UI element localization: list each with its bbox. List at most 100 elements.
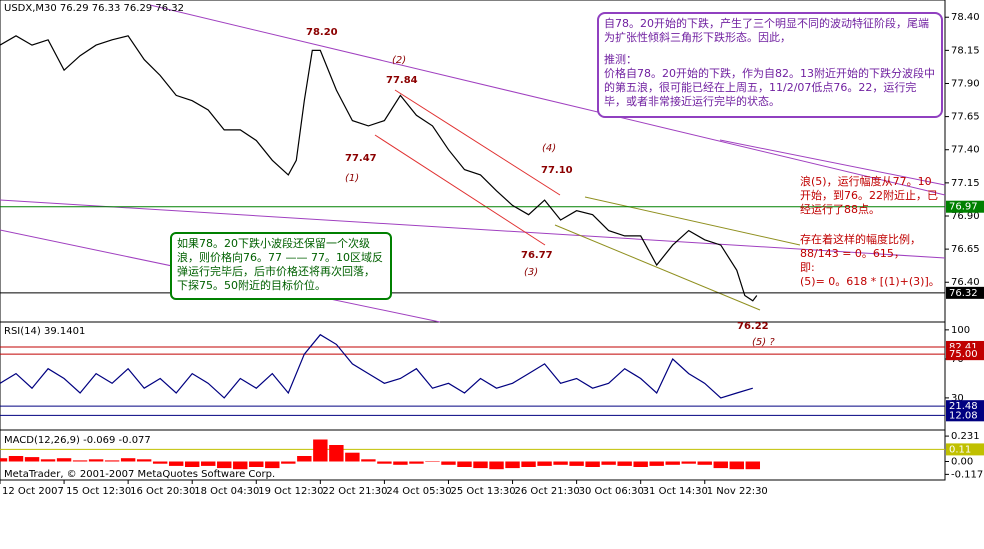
histogram-bar: [697, 461, 712, 465]
level-label: 75.00: [949, 349, 978, 360]
histogram-bar: [104, 460, 120, 462]
histogram-bar: [681, 461, 696, 464]
wave-note: 浪(5)，运行幅度从77。10开始，到76。22附近止，已经运行了88点。: [800, 175, 940, 217]
level-label: 82.41: [949, 342, 978, 353]
level-label: 76.32: [949, 288, 978, 299]
level-label: 0.11: [949, 444, 971, 455]
trend-line: [719, 139, 946, 186]
y-tick-label: 78.40: [951, 12, 980, 23]
level-box: [946, 286, 984, 299]
histogram-bar: [120, 458, 136, 462]
note-text: 88/143 = 0。615，: [800, 247, 905, 260]
x-tick-label: 18 Oct 04:30: [194, 486, 259, 497]
histogram-bar: [425, 461, 440, 462]
histogram-bar: [217, 461, 232, 469]
histogram-bar: [281, 461, 296, 464]
histogram-bar: [601, 461, 616, 465]
x-tick-label: 30 Oct 06:30: [579, 486, 644, 497]
y-tick-label: 100: [951, 325, 970, 336]
trend-line: [0, 199, 946, 259]
note-text: 自78。20开始的下跌，产生了三个明显不同的波动特征阶段，尾端为扩张性倾斜三角形…: [604, 17, 929, 44]
histogram-bar: [313, 439, 328, 462]
histogram-bar: [665, 461, 680, 465]
histogram-bar: [201, 461, 216, 466]
price-line: [0, 333, 753, 399]
histogram-bar: [24, 457, 40, 462]
note-text: 价格自78。20开始的下跌，作为自82。13附近开始的下跌分波段中的第五浪，很可…: [604, 67, 935, 108]
histogram-bar: [569, 461, 584, 466]
x-tick-label: 26 Oct 21:30: [515, 486, 580, 497]
histogram-bar: [136, 459, 152, 462]
y-tick-label: 76.90: [951, 211, 980, 222]
x-tick-label: 1 Nov 22:30: [707, 486, 768, 497]
copyright: MetaTrader, © 2001-2007 MetaQuotes Softw…: [4, 469, 275, 480]
histogram-bar: [361, 459, 376, 462]
histogram-bar: [457, 461, 472, 467]
pane-title: MACD(12,26,9) -0.069 -0.077: [4, 435, 151, 446]
histogram-bar: [409, 461, 424, 464]
wave-label: (3): [524, 267, 538, 278]
note-text: 如果78。20下跌小波段还保留一个次级浪，则价格向76。77 —— 77。10区…: [177, 237, 383, 292]
histogram-bar: [152, 461, 168, 464]
y-tick-label: 77.15: [951, 178, 980, 189]
x-tick-label: 15 Oct 12:30: [66, 486, 131, 497]
wave-label: (1): [345, 173, 359, 184]
histogram-bar: [88, 459, 104, 462]
trend-line: [149, 4, 946, 196]
x-tick-label: 25 Oct 13:30: [450, 486, 515, 497]
note-text: 即:: [800, 261, 815, 274]
y-tick-label: 76.40: [951, 277, 980, 288]
histogram-bar: [649, 461, 664, 466]
histogram-bar: [393, 461, 408, 465]
trend-lines: [0, 4, 946, 323]
note-text: 存在着这样的幅度比例，: [800, 233, 921, 246]
y-tick-label: 78.15: [951, 45, 980, 56]
histogram-bar: [633, 461, 648, 467]
header: USDX,M30 76.29 76.33 76.29 76.32: [4, 3, 184, 14]
wave-label: (4): [542, 143, 556, 154]
wave-label: (5) ?: [752, 337, 775, 348]
y-tick-label: 0.00: [951, 457, 973, 468]
wave-labels: 78.20 (2) 77.84 77.47 (1) (4) 77.10 76.7…: [306, 27, 775, 348]
histogram-bar: [168, 461, 184, 466]
wave-label: 78.20: [306, 27, 338, 38]
histogram-bar: [617, 461, 632, 466]
level-box: [946, 400, 984, 413]
x-tick-label: 12 Oct 2007: [2, 486, 64, 497]
histogram-bar: [40, 459, 56, 462]
histogram-bar: [537, 461, 552, 466]
wave-label: 77.47: [345, 153, 377, 164]
histogram-bar: [345, 452, 360, 462]
note-text: 推测：: [604, 53, 637, 66]
histogram-bar: [184, 461, 200, 467]
analysis-box: 自78。20开始的下跌，产生了三个明显不同的波动特征阶段，尾端为扩张性倾斜三角形…: [597, 12, 943, 118]
histogram-bar: [297, 456, 312, 462]
y-tick-label: 30: [951, 393, 964, 404]
histogram-bar: [72, 460, 88, 462]
histogram-bar: [249, 461, 264, 467]
y-tick-label: 77.65: [951, 112, 980, 123]
ratio-note: 存在着这样的幅度比例， 88/143 = 0。615， 即: (5)= 0。61…: [800, 233, 945, 289]
histogram-bar: [489, 461, 504, 470]
histogram-bar: [441, 461, 456, 465]
histogram-bar: [553, 461, 568, 465]
y-tick-label: 77.90: [951, 78, 980, 89]
level-box: [946, 443, 984, 456]
x-tick-label: 24 Oct 05:30: [386, 486, 451, 497]
histogram-bar: [8, 456, 24, 462]
level-label: 76.97: [949, 202, 978, 213]
histogram-bar: [233, 461, 248, 470]
y-tick-label: -0.117: [951, 469, 983, 480]
x-tick-label: 16 Oct 20:30: [130, 486, 195, 497]
price-line: [0, 35, 758, 302]
wave-label: 77.84: [386, 75, 418, 86]
histogram-bar: [521, 461, 536, 467]
level-label: 21.48: [949, 401, 978, 412]
x-tick-label: 22 Oct 21:30: [322, 486, 387, 497]
level-box: [946, 348, 984, 361]
trend-line: [554, 224, 761, 311]
wave-label: 76.22: [737, 321, 769, 332]
trend-line: [584, 196, 801, 246]
histogram-bar: [265, 461, 280, 469]
y-tick-label: 0.231: [951, 431, 980, 442]
